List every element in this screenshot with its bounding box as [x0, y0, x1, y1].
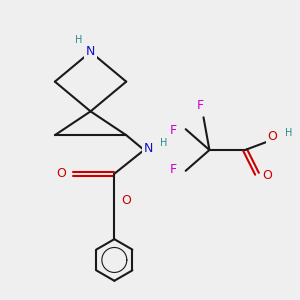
- Text: O: O: [121, 194, 131, 207]
- Text: F: F: [197, 99, 204, 112]
- Text: H: H: [160, 138, 167, 148]
- Text: O: O: [56, 167, 66, 180]
- Text: F: F: [170, 164, 177, 176]
- Text: O: O: [262, 169, 272, 182]
- Text: F: F: [170, 124, 177, 136]
- Text: O: O: [267, 130, 277, 143]
- Text: H: H: [284, 128, 292, 138]
- Text: N: N: [144, 142, 153, 155]
- Text: H: H: [75, 35, 82, 45]
- Text: N: N: [86, 45, 95, 58]
